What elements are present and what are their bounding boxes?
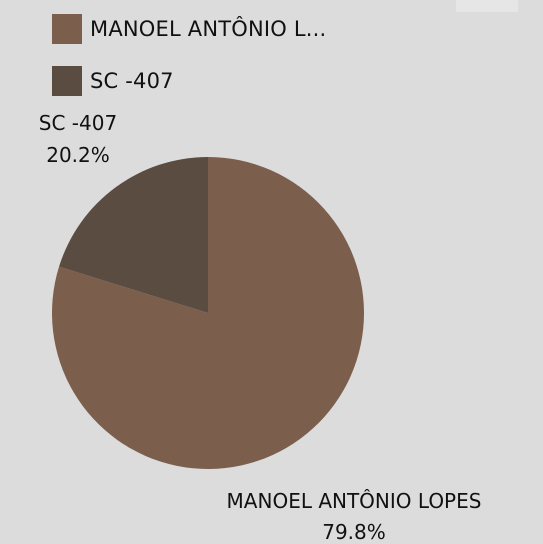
slice-label-name-sc407: SC -407 [39,111,117,135]
legend-item-sc407[interactable]: SC -407 [52,66,174,96]
slice-label-value-manoel: 79.8% [322,520,386,544]
legend-swatch-manoel [52,14,82,44]
legend-label-sc407: SC -407 [90,69,174,93]
pie-slice-sc-407[interactable] [59,157,208,313]
slice-label-value-sc407: 20.2% [46,143,110,167]
pie-slices [52,157,365,469]
legend-item-manoel[interactable]: MANOEL ANTÔNIO L... [52,14,326,44]
corner-tab [456,0,518,12]
slice-label-name-manoel: MANOEL ANTÔNIO LOPES [227,489,482,513]
legend-label-manoel: MANOEL ANTÔNIO L... [90,17,327,41]
legend-swatch-sc407 [52,66,82,96]
